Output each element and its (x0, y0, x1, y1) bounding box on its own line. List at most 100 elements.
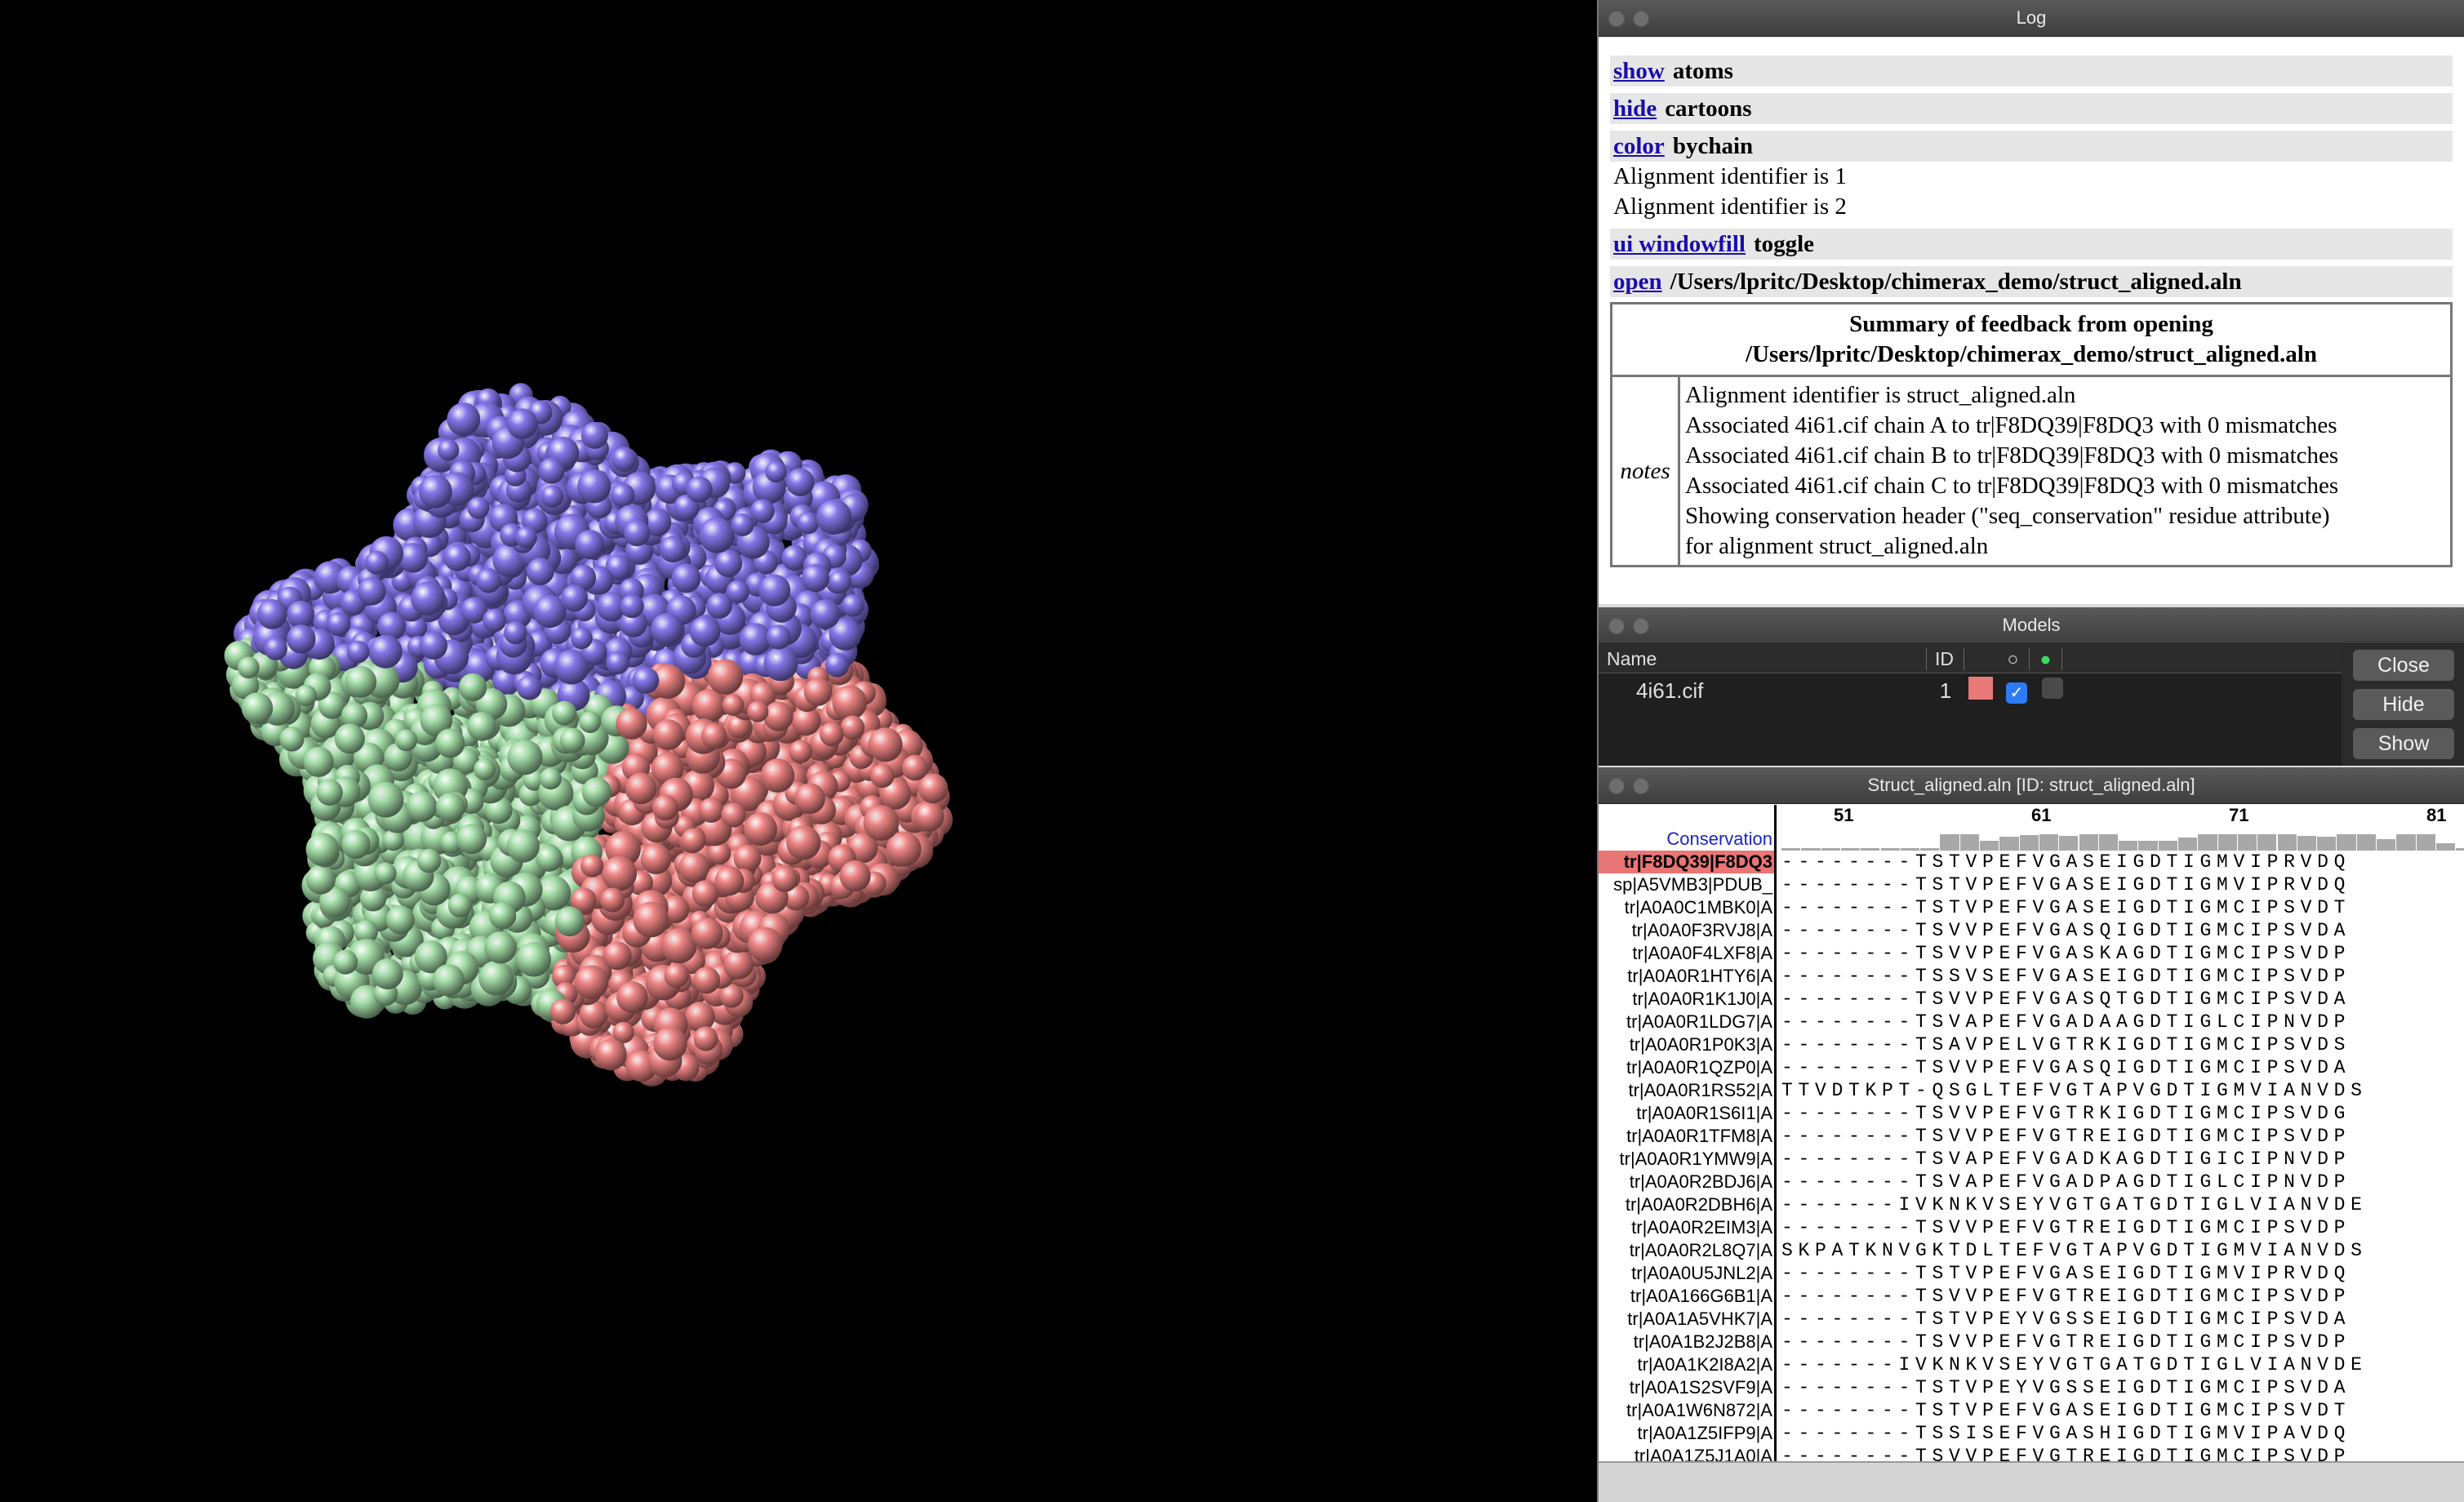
model-color-swatch[interactable] (1968, 676, 1993, 700)
sequence-name[interactable]: tr|A0A0R1P0K3|A (1629, 1034, 1772, 1055)
id-column-header[interactable]: ID (1927, 647, 1964, 670)
command-link[interactable]: open (1613, 269, 1662, 295)
atom-sphere (671, 563, 701, 593)
sequence-name[interactable]: tr|A0A0F3RVJ8|A (1631, 920, 1772, 940)
atom-sphere (443, 544, 471, 571)
command-link[interactable]: ui windowfill (1613, 231, 1746, 257)
sequence-row[interactable]: -------IVKNKVSEYVGTGATGDTIGLVIANVDE (1781, 1194, 2368, 1215)
sequence-name[interactable]: tr|A0A1A5VHK7|A (1627, 1309, 1772, 1329)
sequence-row[interactable]: --------TSVVPEFVGASKAGDTIGMCIPSVDP (1781, 943, 2351, 964)
sequence-row[interactable]: --------TSVAPEFVGADKAGDTIGICIPNVDP (1781, 1149, 2351, 1170)
sequence-name[interactable]: tr|A0A0R1K1J0|A (1632, 989, 1772, 1009)
command-link[interactable]: show (1613, 58, 1665, 84)
sequence-name[interactable]: tr|A0A0R1S6I1|A (1636, 1103, 1772, 1123)
atom-sphere (678, 851, 710, 883)
atom-sphere (358, 577, 386, 606)
sequence-row[interactable]: --------TSVVPEFVGASQTGDTIGMCIPSVDA (1781, 989, 2351, 1010)
sequence-name[interactable]: tr|A0A1Z5IFP9|A (1637, 1423, 1773, 1443)
sequence-row[interactable]: --------TSVVPEFVGASQIGDTIGMCIPSVDA (1781, 920, 2351, 941)
atom-sphere (596, 591, 627, 622)
sequence-area[interactable]: 51 61 71 81 --------TSTVPEFVGASEIGDTIGMV… (1777, 805, 2464, 1499)
name-column-header[interactable]: Name (1599, 647, 1927, 670)
atom-sphere (341, 702, 368, 729)
sequence-name[interactable]: tr|A0A0R1LDG7|A (1626, 1011, 1772, 1032)
minimize-window-icon[interactable] (1633, 11, 1649, 27)
command-args: atoms (1672, 58, 1733, 84)
atom-sphere (347, 640, 370, 664)
sequence-row[interactable]: --------TSTVPEFVGASEIGDTIGMVIPRVDQ (1781, 874, 2351, 895)
sequence-row[interactable]: TTVDTKPT-QSGLTEFVGTAPVGDTIGMVIANVDS (1781, 1080, 2368, 1101)
sequence-row[interactable]: --------TSVVPEFVGTREIGDTIGMCIPSVDP (1781, 1217, 2351, 1238)
sequence-name[interactable]: tr|A0A1W6N872|A (1626, 1400, 1772, 1420)
sequence-name[interactable]: tr|A0A0R1YMW9|A (1619, 1149, 1772, 1169)
sequence-row[interactable]: --------TSTVPEYVGSSEIGDTIGMCIPSVDA (1781, 1377, 2351, 1398)
sequence-row[interactable]: --------TSSISEFVGASHIGDTIGMVIPAVDQ (1781, 1423, 2351, 1444)
sequence-row[interactable]: --------TSVVPEFVGTREIGDTIGMCIPSVDP (1781, 1286, 2351, 1307)
atom-sphere (476, 567, 501, 593)
show-button[interactable]: Show (2353, 728, 2454, 759)
sequence-row[interactable]: --------TSTVPEFVGASEIGDTIGMVIPRVDQ (1781, 851, 2351, 873)
sequence-row[interactable]: --------TSVVPEFVGTREIGDTIGMCIPSVDP (1781, 1331, 2351, 1353)
atom-sphere (552, 964, 576, 989)
atom-sphere (781, 544, 807, 571)
molecule-structure[interactable] (0, 0, 1597, 1502)
atom-sphere (483, 608, 506, 633)
sequence-name[interactable]: tr|A0A0F4LXF8|A (1632, 943, 1772, 963)
conservation-bar (2396, 833, 2416, 851)
minimize-window-icon[interactable] (1633, 778, 1649, 794)
sequence-row[interactable]: --------TSTVPEFVGASEIGDTIGMVIPRVDQ (1781, 1263, 2351, 1284)
sequence-name[interactable]: tr|A0A0R1TFM8|A (1626, 1126, 1772, 1146)
close-window-icon[interactable] (1608, 778, 1625, 794)
command-link[interactable]: color (1613, 133, 1665, 159)
close-window-icon[interactable] (1608, 618, 1625, 634)
sequence-row[interactable]: --------TSVAPEFVGADPAGDTIGLCIPNVDP (1781, 1171, 2351, 1193)
sequence-row[interactable]: --------TSAVPELVGTRKIGDTIGMCIPSVDS (1781, 1034, 2351, 1055)
atom-sphere (365, 550, 389, 575)
sequence-row[interactable]: --------TSVVPEFVGTRKIGDTIGMCIPSVDG (1781, 1103, 2351, 1124)
sequence-name[interactable]: tr|A0A0R1QZP0|A (1626, 1057, 1772, 1078)
atom-sphere (533, 594, 567, 629)
close-window-icon[interactable] (1608, 11, 1625, 27)
sequence-name[interactable]: tr|A0A1K2I8A2|A (1637, 1354, 1772, 1375)
shown-column-icon[interactable]: ○ (1997, 647, 2030, 670)
model-row[interactable]: 4i61.cif 1 ✓ (1599, 673, 2342, 708)
sequence-name[interactable]: tr|A0A0U5JNL2|A (1631, 1263, 1772, 1283)
sequence-name[interactable]: tr|A0A0R1HTY6|A (1627, 966, 1772, 986)
sequence-row[interactable]: --------TSVVPEFVGASQIGDTIGMCIPSVDA (1781, 1057, 2351, 1078)
close-button[interactable]: Close (2353, 650, 2454, 681)
sequence-name[interactable]: tr|A0A1B2J2B8|A (1633, 1331, 1772, 1352)
sequence-row[interactable]: --------TSSVSEFVGASEIGDTIGMCIPSVDP (1781, 966, 2351, 987)
sequence-row[interactable]: -------IVKNKVSEYVGTGATGDTIGLVIANVDE (1781, 1354, 2368, 1375)
sequence-name[interactable]: tr|A0A0C1MBK0|A (1624, 897, 1772, 918)
sequence-name[interactable]: tr|A0A0R2EIM3|A (1631, 1217, 1772, 1238)
command-link[interactable]: hide (1613, 96, 1657, 122)
log-titlebar[interactable]: Log (1599, 0, 2464, 37)
sequence-name[interactable]: tr|A0A0R2DBH6|A (1625, 1194, 1772, 1215)
sequence-row[interactable]: --------TSVAPEFVGADAAGDTIGLCIPNVDP (1781, 1011, 2351, 1033)
sequence-row[interactable]: --------TSVVPEFVGTREIGDTIGMCIPSVDP (1781, 1126, 2351, 1147)
alignment-titlebar[interactable]: Struct_aligned.aln [ID: struct_aligned.a… (1599, 767, 2464, 804)
3d-viewer[interactable] (0, 0, 1597, 1502)
models-panel: Models Name ID ○ ● 4i61.cif 1 ✓ Close Hi… (1599, 607, 2464, 766)
sequence-row[interactable]: --------TSTVPEFVGASEIGDTIGMCIPSVDT (1781, 1400, 2351, 1421)
models-titlebar[interactable]: Models (1599, 607, 2464, 644)
model-shown-checkbox[interactable]: ✓ (2006, 682, 2027, 704)
select-column-icon[interactable]: ● (2030, 647, 2062, 670)
model-select-checkbox[interactable] (2042, 677, 2063, 699)
minimize-window-icon[interactable] (1633, 618, 1649, 634)
sequence-name[interactable]: tr|A0A0R2BDJ6|A (1629, 1171, 1772, 1192)
sequence-name[interactable]: tr|A0A166G6B1|A (1630, 1286, 1772, 1306)
conservation-bar (2217, 833, 2237, 851)
sequence-name[interactable]: tr|A0A0R2L8Q7|A (1629, 1240, 1772, 1260)
sequence-row[interactable]: --------TSTVPEFVGASEIGDTIGMCIPSVDT (1781, 897, 2351, 918)
atom-sphere (868, 727, 903, 762)
atom-sphere (914, 801, 945, 832)
hide-button[interactable]: Hide (2353, 689, 2454, 720)
sequence-name[interactable]: tr|A0A1S2SVF9|A (1629, 1377, 1772, 1398)
log-body: show atoms hide cartoons color bychain Alig… (1599, 38, 2464, 604)
sequence-row[interactable]: --------TSTVPEYVGSSEIGDTIGMCIPSVDA (1781, 1309, 2351, 1330)
sequence-name[interactable]: tr|A0A0R1RS52|A (1628, 1080, 1772, 1100)
sequence-row[interactable]: SKPATKNVGKTDLTEFVGTAPVGDTIGMVIANVDS (1781, 1240, 2368, 1261)
sequence-name[interactable]: sp|A5VMB3|PDUB_ (1613, 874, 1772, 895)
sequence-name[interactable]: tr|F8DQ39|F8DQ3 (1599, 851, 1774, 873)
